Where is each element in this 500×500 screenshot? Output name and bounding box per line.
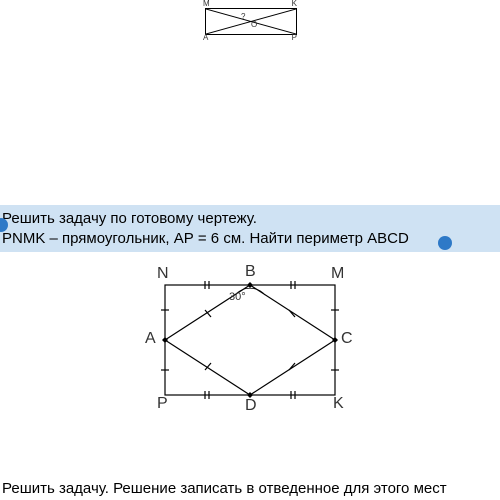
top-figure: M K A P O ? bbox=[205, 8, 295, 43]
label-D: D bbox=[245, 397, 257, 415]
bottom-instruction: Решить задачу. Решение записать в отведе… bbox=[2, 480, 447, 497]
problem-text-line1: Решить задачу по готовому чертежу. bbox=[2, 209, 498, 229]
top-label-tr: K bbox=[292, 0, 297, 8]
main-figure: N M P K A B C D 30° bbox=[135, 265, 365, 425]
top-label-center: O bbox=[251, 20, 257, 29]
top-label-bl: A bbox=[203, 33, 208, 42]
label-N: N bbox=[157, 265, 169, 283]
label-angle: 30° bbox=[229, 291, 246, 303]
top-label-tl: M bbox=[203, 0, 210, 8]
label-B: B bbox=[245, 263, 256, 281]
problem-text-line2: PNMK – прямоугольник, АР = 6 см. Найти п… bbox=[2, 229, 498, 249]
label-C: C bbox=[341, 330, 353, 348]
label-A: A bbox=[145, 330, 156, 348]
label-M: M bbox=[331, 265, 344, 283]
problem-highlight: Решить задачу по готовому чертежу. PNMK … bbox=[0, 205, 500, 252]
label-P: P bbox=[157, 395, 168, 413]
selection-handle-right[interactable] bbox=[438, 236, 452, 250]
label-K: K bbox=[333, 395, 344, 413]
top-label-angle: ? bbox=[241, 12, 245, 21]
top-label-br: P bbox=[292, 33, 297, 42]
